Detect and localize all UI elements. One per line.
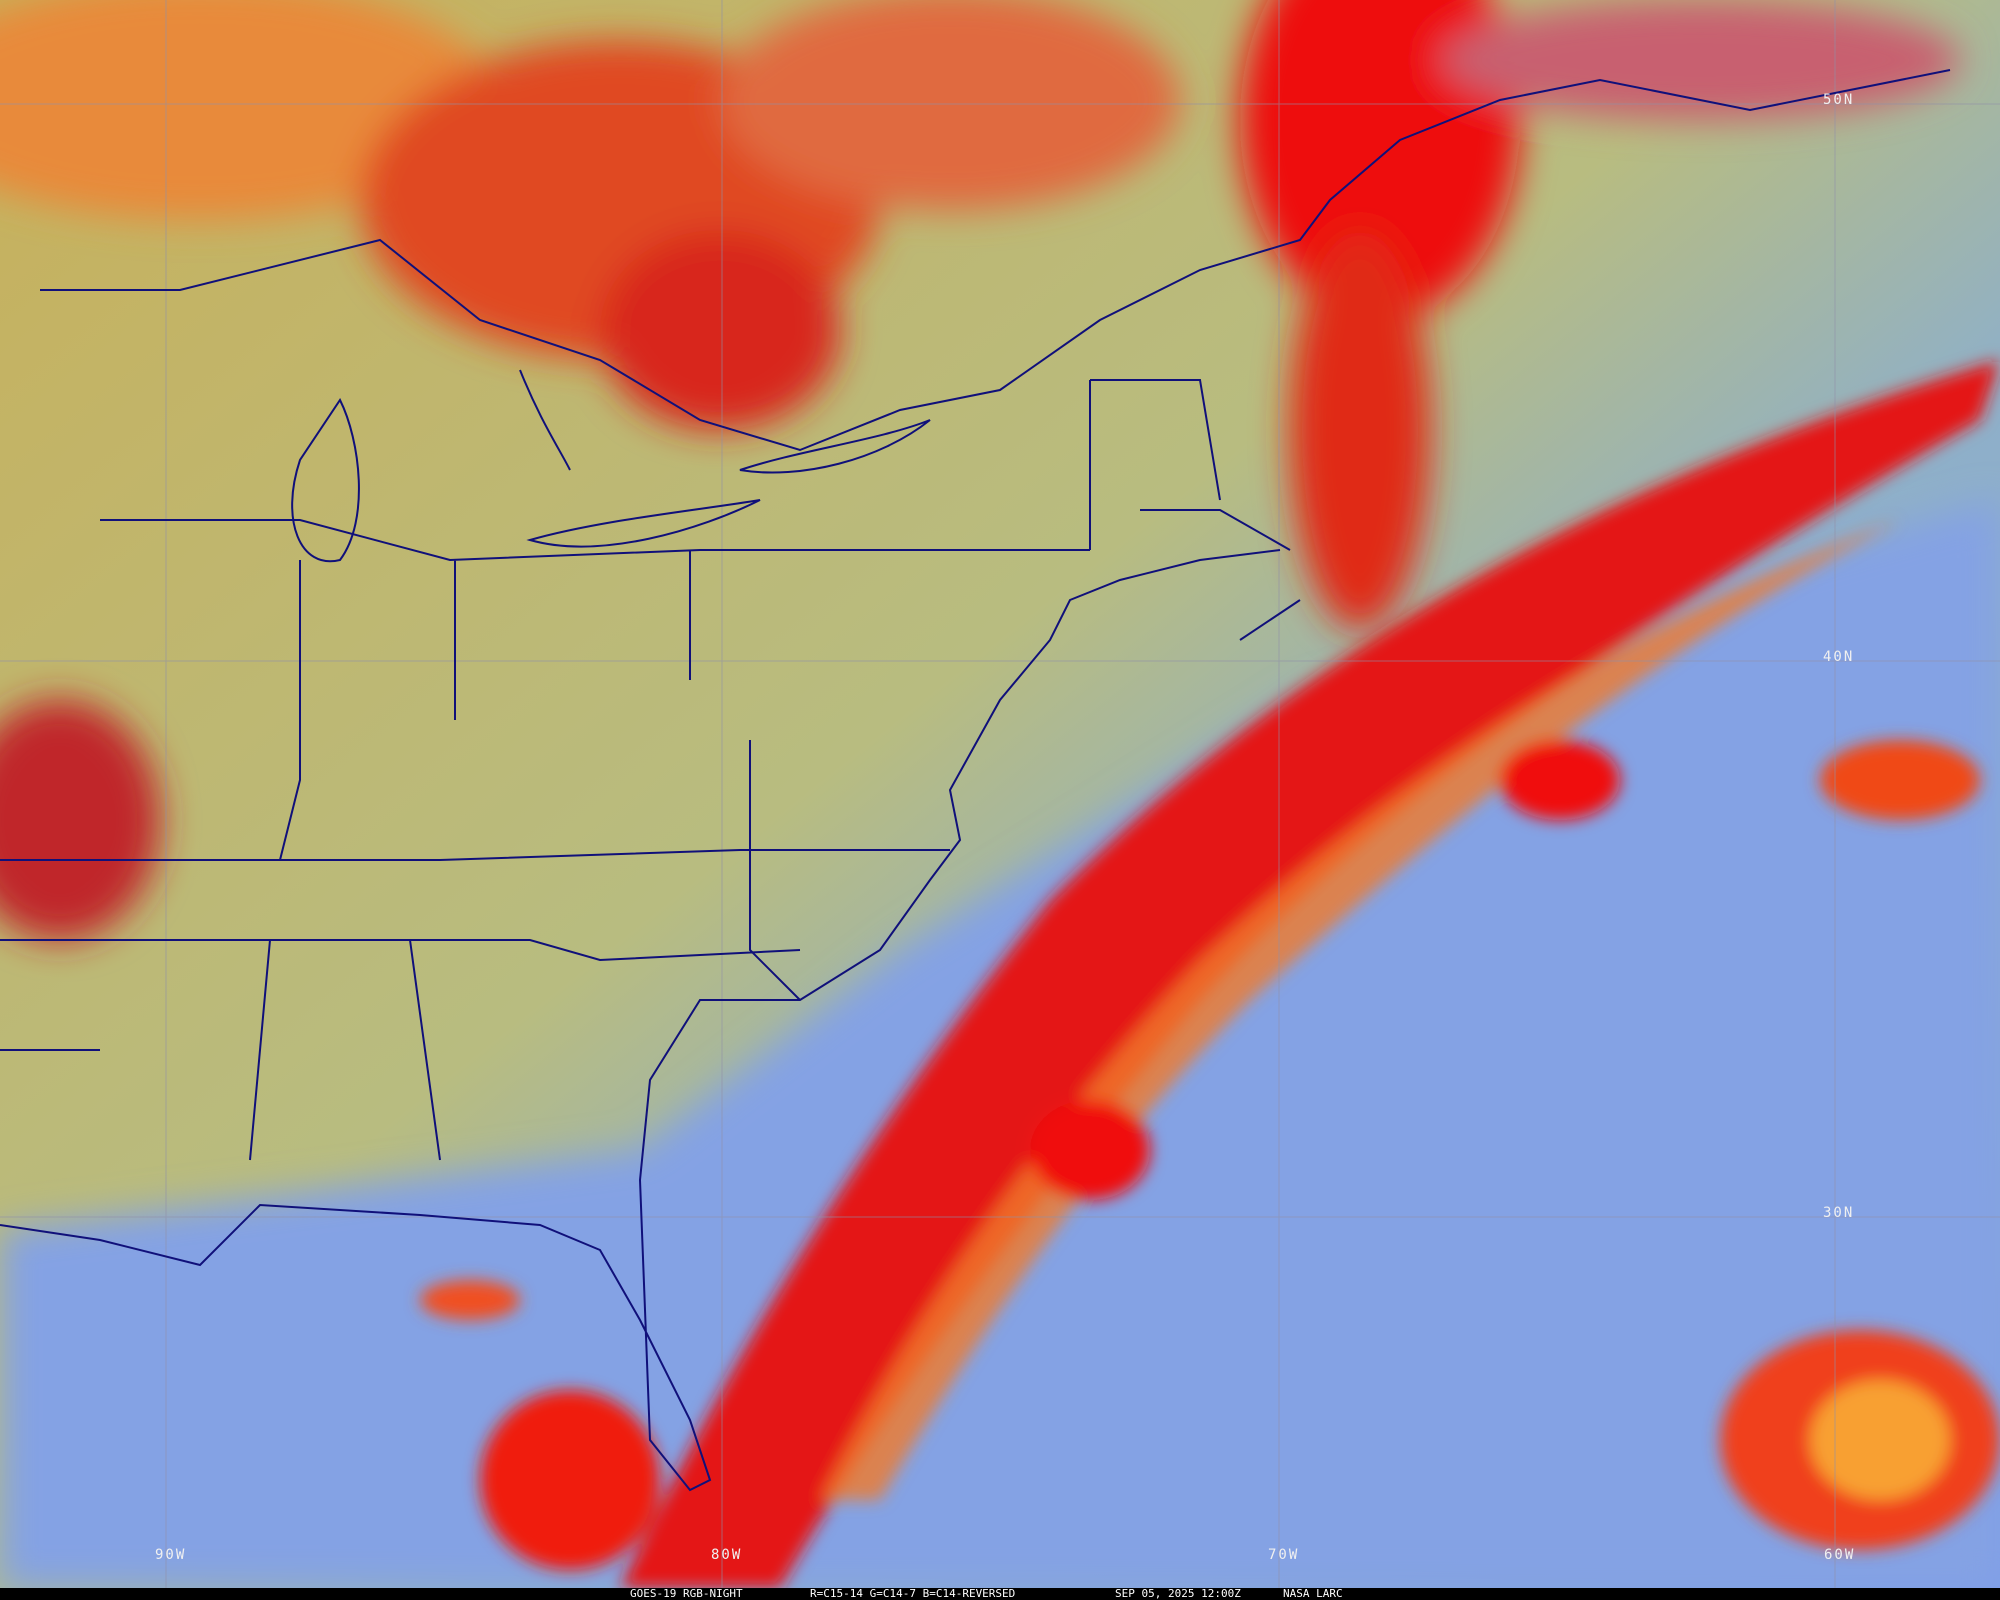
lat-label-50n: 50N — [1823, 92, 1855, 108]
frontal-cloud-band — [420, 360, 2000, 1588]
northern-cloud-mass — [0, 0, 1960, 940]
lon-label-80w: 80W — [711, 1547, 743, 1563]
caption-product: GOES-19 RGB-NIGHT — [630, 1587, 743, 1600]
lon-label-70w: 70W — [1268, 1547, 1300, 1563]
lat-label-30n: 30N — [1823, 1205, 1855, 1221]
lon-label-60w: 60W — [1824, 1547, 1856, 1563]
caption-channels: R=C15-14 G=C14-7 B=C14-REVERSED — [810, 1587, 1016, 1600]
caption-source: NASA LARC — [1283, 1587, 1343, 1600]
lat-label-40n: 40N — [1823, 649, 1855, 665]
political-boundaries — [0, 69, 1951, 1492]
image-caption-bar: GOES-19 RGB-NIGHT R=C15-14 G=C14-7 B=C14… — [0, 1588, 2000, 1600]
caption-datetime: SEP 05, 2025 12:00Z — [1115, 1587, 1241, 1600]
lon-label-90w: 90W — [155, 1547, 187, 1563]
